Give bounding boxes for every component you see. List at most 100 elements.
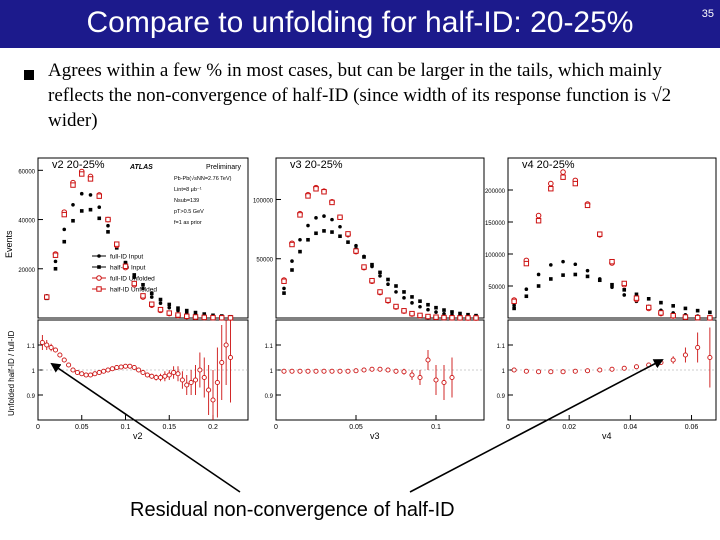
data-point bbox=[346, 240, 350, 244]
data-point bbox=[621, 280, 627, 287]
data-point bbox=[192, 314, 199, 320]
ratio-y-tick-label: 0.9 bbox=[497, 394, 506, 400]
data-point bbox=[131, 280, 137, 287]
data-point bbox=[97, 254, 101, 258]
data-point bbox=[597, 278, 602, 283]
data-point bbox=[61, 211, 67, 218]
data-point bbox=[434, 310, 438, 314]
data-point bbox=[386, 277, 390, 282]
series-dot bbox=[282, 214, 478, 319]
ratio-point bbox=[188, 379, 194, 386]
legend-entry: full-ID Input bbox=[110, 254, 143, 261]
data-point bbox=[353, 248, 359, 254]
data-point bbox=[512, 303, 516, 307]
ratio-point bbox=[48, 344, 54, 351]
data-point bbox=[418, 304, 422, 309]
y-tick-label: 100000 bbox=[485, 253, 506, 259]
x-tick-label: 0.04 bbox=[624, 424, 638, 431]
ratio-point bbox=[214, 379, 220, 386]
ratio-point bbox=[321, 368, 327, 374]
ratio-point bbox=[166, 372, 172, 378]
data-point bbox=[337, 214, 343, 220]
data-point bbox=[457, 315, 463, 321]
data-point bbox=[52, 252, 59, 258]
ratio-point bbox=[74, 369, 80, 376]
data-point bbox=[158, 297, 163, 302]
data-point bbox=[176, 306, 180, 310]
x-tick-label: 0.05 bbox=[75, 424, 89, 431]
data-point bbox=[633, 295, 640, 301]
ratio-point bbox=[192, 377, 199, 383]
bullet-marker bbox=[24, 70, 34, 80]
data-point bbox=[140, 293, 146, 299]
data-point bbox=[71, 202, 75, 207]
ratio-point bbox=[105, 367, 111, 373]
data-point bbox=[548, 186, 554, 192]
data-point bbox=[560, 174, 566, 180]
data-point bbox=[378, 274, 382, 278]
data-point bbox=[106, 230, 110, 234]
data-point bbox=[535, 218, 542, 224]
ratio-point bbox=[197, 367, 203, 373]
data-point bbox=[385, 297, 391, 303]
data-point bbox=[330, 217, 334, 222]
ratio-point bbox=[572, 368, 578, 374]
y-tick-label: 200000 bbox=[485, 189, 506, 195]
data-point bbox=[106, 223, 110, 228]
ratio-point bbox=[646, 362, 652, 368]
y-tick-label: 20000 bbox=[18, 268, 35, 274]
info-line: Lint=8 μb⁻¹ bbox=[174, 187, 202, 193]
ratio-point bbox=[695, 344, 701, 351]
ratio-point bbox=[79, 371, 85, 377]
ratio-point bbox=[114, 364, 120, 371]
data-point bbox=[298, 237, 302, 242]
atlas-sub-label: Preliminary bbox=[206, 164, 242, 171]
data-point bbox=[585, 274, 590, 279]
ratio-point bbox=[345, 368, 351, 374]
series-square bbox=[512, 272, 712, 315]
data-point bbox=[338, 234, 342, 239]
ratio-point bbox=[175, 371, 181, 377]
data-point bbox=[166, 310, 172, 316]
ratio-point bbox=[289, 368, 295, 374]
ratio-point bbox=[44, 342, 50, 348]
ratio-point bbox=[361, 367, 367, 373]
data-point bbox=[410, 301, 414, 305]
data-point bbox=[193, 310, 198, 315]
data-point bbox=[306, 223, 310, 228]
series-dot bbox=[512, 259, 712, 319]
series-circle bbox=[43, 168, 234, 321]
x-tick-label: 0.1 bbox=[431, 424, 441, 431]
x-tick-label: 0.05 bbox=[349, 424, 363, 431]
x-axis-label: v3 bbox=[370, 431, 380, 441]
data-point bbox=[426, 302, 430, 307]
data-point bbox=[512, 306, 516, 311]
ratio-point bbox=[122, 363, 129, 369]
ratio-point bbox=[536, 369, 542, 375]
data-point bbox=[157, 306, 164, 313]
ratio-point bbox=[57, 352, 63, 358]
ratio-point bbox=[658, 359, 664, 366]
ratio-point bbox=[523, 368, 529, 374]
ratio-point bbox=[393, 368, 399, 374]
figure-caption: Residual non-convergence of half-ID bbox=[130, 499, 455, 521]
data-point bbox=[610, 282, 614, 287]
data-point bbox=[465, 315, 471, 321]
data-point bbox=[548, 180, 554, 187]
data-point bbox=[511, 298, 517, 305]
ratio-point bbox=[162, 373, 168, 379]
data-point bbox=[149, 301, 155, 307]
ratio-y-tick-label: 1 bbox=[32, 369, 36, 375]
data-point bbox=[585, 268, 590, 273]
data-point bbox=[105, 216, 111, 223]
legend-entry: half-ID Unfolded bbox=[110, 287, 157, 294]
ratio-point bbox=[52, 347, 59, 353]
series-opensquare bbox=[281, 186, 479, 321]
data-point bbox=[409, 310, 415, 317]
data-point bbox=[62, 239, 67, 244]
ratio-point bbox=[92, 371, 98, 377]
info-line: f=1 as prior bbox=[174, 220, 202, 226]
data-point bbox=[122, 263, 129, 270]
data-point bbox=[670, 312, 676, 319]
data-point bbox=[401, 308, 407, 314]
